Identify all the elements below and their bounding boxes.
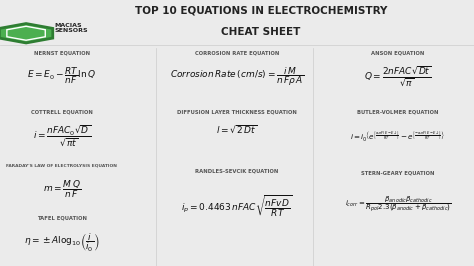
Text: $i_{corr} = \dfrac{\beta_{anodic}\beta_{cathodic}}{R_{pol}2.3(\beta_{anodic}+\be: $i_{corr} = \dfrac{\beta_{anodic}\beta_{… (345, 194, 452, 214)
Text: $l = \sqrt{2\,Dt}$: $l = \sqrt{2\,Dt}$ (217, 124, 257, 135)
Text: TAFEL EQUATION: TAFEL EQUATION (36, 215, 87, 221)
Text: DIFFUSION LAYER THICKNESS EQUATION: DIFFUSION LAYER THICKNESS EQUATION (177, 109, 297, 114)
Text: $\eta = \pm A \log_{10}\!\left(\dfrac{i}{i_0}\right)$: $\eta = \pm A \log_{10}\!\left(\dfrac{i}… (24, 231, 100, 254)
Text: CORROSION RATE EQUATION: CORROSION RATE EQUATION (195, 51, 279, 56)
Text: TOP 10 EQUATIONS IN ELECTROCHEMISTRY: TOP 10 EQUATIONS IN ELECTROCHEMISTRY (135, 5, 387, 15)
Text: FARADAY'S LAW OF ELECTROLYSIS EQUATION: FARADAY'S LAW OF ELECTROLYSIS EQUATION (6, 164, 117, 168)
Text: CHEAT SHEET: CHEAT SHEET (221, 27, 301, 37)
Text: COTTRELL EQUATION: COTTRELL EQUATION (31, 109, 92, 114)
Text: $i_p = 0.4463\,nFAC\sqrt{\dfrac{nFvD}{RT}}$: $i_p = 0.4463\,nFAC\sqrt{\dfrac{nFvD}{RT… (182, 194, 292, 219)
Text: $E = E_0 - \dfrac{RT}{nF} \ln Q$: $E = E_0 - \dfrac{RT}{nF} \ln Q$ (27, 65, 96, 86)
Text: RANDLES-SEVCIK EQUATION: RANDLES-SEVCIK EQUATION (195, 169, 279, 174)
Text: $Q = \dfrac{2nFAC\sqrt{Dt}}{\sqrt{\pi}}$: $Q = \dfrac{2nFAC\sqrt{Dt}}{\sqrt{\pi}}$ (365, 65, 432, 89)
Text: $\mathit{Corrosion\,Rate}\,(cm/s) = \dfrac{i\,M}{n\,F\rho\,A}$: $\mathit{Corrosion\,Rate}\,(cm/s) = \dfr… (170, 65, 304, 88)
Text: NERNST EQUATION: NERNST EQUATION (34, 51, 90, 56)
Text: $i = i_0\!\left\{e^{\left[\frac{\alpha_f nF(E-E_0)}{RT}\right]} - e^{\left[\frac: $i = i_0\!\left\{e^{\left[\frac{\alpha_f… (350, 129, 446, 144)
Polygon shape (0, 24, 53, 43)
Text: MACIAS
SENSORS: MACIAS SENSORS (55, 23, 88, 34)
Text: ANSON EQUATION: ANSON EQUATION (372, 51, 425, 56)
Text: $i = \dfrac{nFAC_0\sqrt{D}}{\sqrt{\pi t}}$: $i = \dfrac{nFAC_0\sqrt{D}}{\sqrt{\pi t}… (33, 124, 91, 148)
Text: STERN-GEARY EQUATION: STERN-GEARY EQUATION (361, 170, 435, 175)
Text: BUTLER-VOLMER EQUATION: BUTLER-VOLMER EQUATION (357, 109, 439, 114)
Text: $m = \dfrac{M\,Q}{n\,F}$: $m = \dfrac{M\,Q}{n\,F}$ (43, 178, 81, 200)
